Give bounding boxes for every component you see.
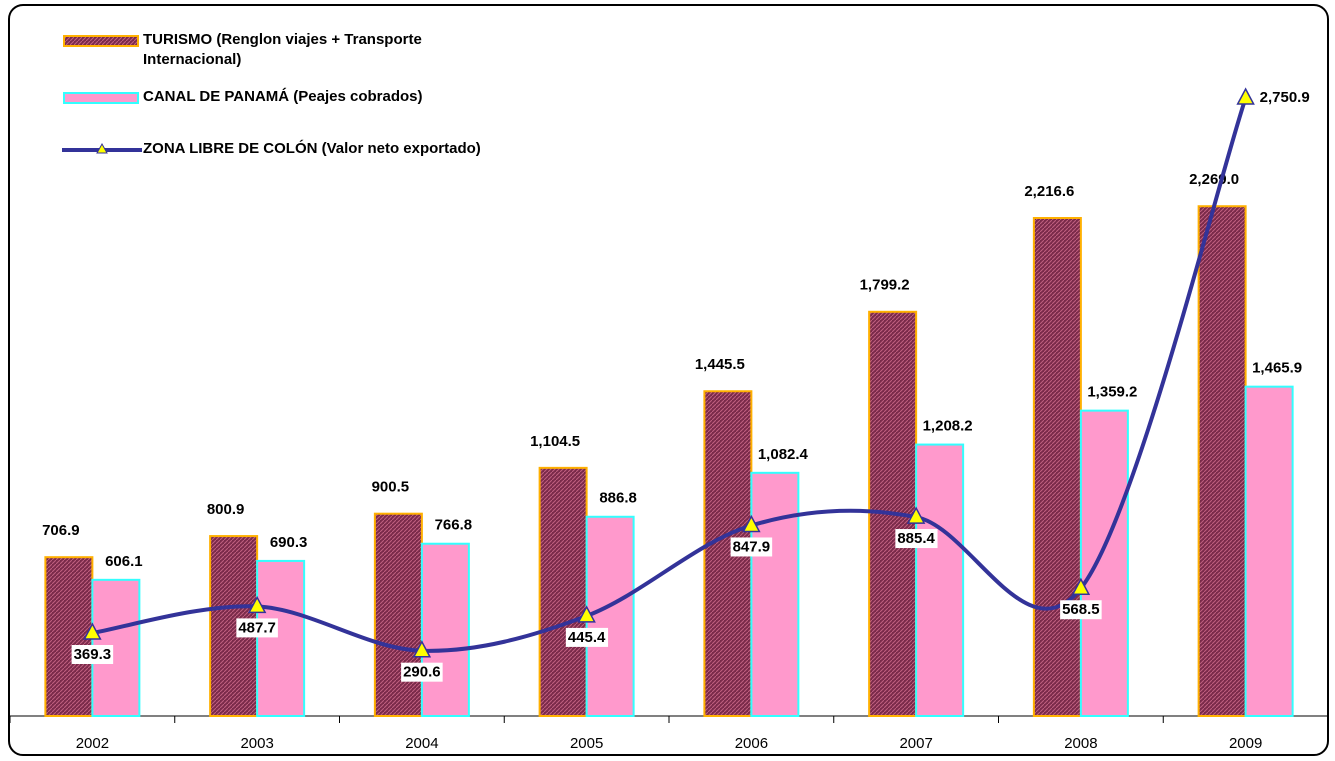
- bar: [1032, 217, 1082, 717]
- data-label: 2,269.0: [1189, 171, 1239, 188]
- data-label: 885.4: [897, 530, 935, 547]
- x-tick-label: 2008: [1064, 735, 1097, 752]
- bar: [1197, 205, 1247, 718]
- x-tick-label: 2009: [1229, 735, 1262, 752]
- data-label: 886.8: [599, 490, 637, 507]
- data-label: 568.5: [1062, 601, 1100, 618]
- data-label-box: [730, 537, 773, 557]
- legend-label: TURISMO (Renglon viajes + Transporte Int…: [143, 31, 422, 68]
- legend-swatch: [63, 35, 139, 47]
- data-label-group: 445.4: [565, 627, 609, 647]
- x-tick-label: 2007: [899, 735, 932, 752]
- data-label: 1,445.5: [695, 356, 745, 373]
- legend-label: ZONA LIBRE DE COLÓN (Valor neto exportad…: [143, 140, 481, 157]
- data-label: 1,082.4: [758, 446, 809, 463]
- bar: [585, 515, 635, 718]
- data-label-box: [71, 644, 114, 664]
- bar: [750, 471, 800, 717]
- data-label: 290.6: [403, 664, 441, 681]
- x-tick-label: 2004: [405, 735, 438, 752]
- legend-swatch: [63, 92, 139, 104]
- data-label: 1,799.2: [860, 277, 910, 294]
- data-label: 1,465.9: [1252, 360, 1302, 377]
- data-label-box: [1060, 600, 1102, 620]
- marker: [906, 506, 926, 524]
- bar: [538, 466, 588, 717]
- data-label-group: 568.5: [1060, 600, 1102, 620]
- legend-marker: [96, 142, 108, 154]
- data-label-group: 2,750.9: [1260, 89, 1310, 106]
- legend-swatch: [62, 142, 142, 154]
- data-label: 487.7: [238, 619, 276, 636]
- marker: [1236, 87, 1255, 105]
- data-label: 800.9: [207, 501, 245, 518]
- legend-rect: [63, 92, 139, 104]
- data-label: 445.4: [568, 629, 606, 646]
- data-label: 1,359.2: [1087, 384, 1137, 401]
- marker: [83, 622, 102, 640]
- x-tick-label: 2005: [570, 735, 603, 752]
- data-label: 2,750.9: [1260, 89, 1310, 106]
- data-label-group: 487.7: [236, 618, 278, 638]
- data-label: 1,208.2: [923, 418, 973, 435]
- marker: [412, 640, 432, 658]
- data-label-box: [895, 529, 938, 549]
- x-tick-label: 2006: [735, 735, 768, 752]
- marker: [1071, 577, 1091, 596]
- marker: [247, 595, 267, 614]
- data-label: 900.5: [372, 479, 410, 496]
- line: [92, 97, 1248, 653]
- bar: [420, 542, 470, 717]
- legend-label: CANAL DE PANAMÁ (Peajes cobrados): [143, 88, 423, 105]
- data-label-group: 885.4: [895, 529, 938, 549]
- data-label-box: [401, 662, 443, 682]
- x-tick-label: 2002: [76, 735, 109, 752]
- data-label-group: 369.3: [71, 644, 114, 664]
- data-label-box: [565, 627, 609, 647]
- data-label: 2,216.6: [1024, 183, 1074, 200]
- data-label-group: 847.9: [730, 537, 773, 557]
- data-label: 766.8: [435, 517, 473, 534]
- legend-rect: [63, 35, 139, 47]
- chart-border: [8, 4, 1329, 756]
- data-label-box: [236, 618, 278, 638]
- bar: [373, 512, 423, 718]
- bar: [915, 443, 965, 717]
- data-label: 706.9: [42, 522, 80, 539]
- x-tick-label: 2003: [240, 735, 273, 752]
- marker: [577, 605, 596, 623]
- bar: [1244, 385, 1294, 717]
- bar: [1079, 409, 1129, 717]
- bar: [256, 559, 306, 717]
- data-label: 369.3: [74, 646, 112, 663]
- data-label: 847.9: [733, 538, 771, 555]
- data-label: 1,104.5: [530, 433, 580, 450]
- marker: [742, 514, 761, 533]
- data-label-group: 290.6: [401, 662, 443, 682]
- data-label: 690.3: [270, 534, 308, 551]
- data-label: 606.1: [105, 553, 143, 570]
